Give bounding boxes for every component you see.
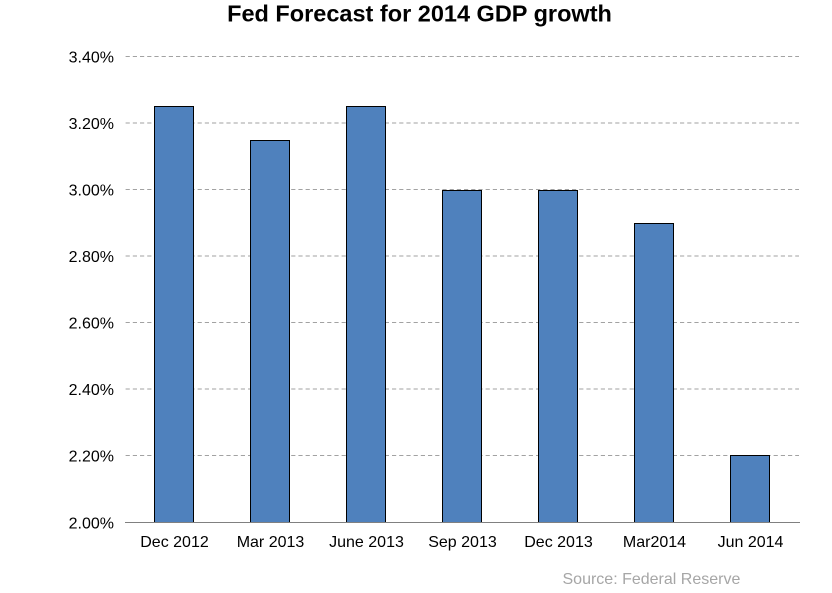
svg-text:Dec 2012: Dec 2012 [140,534,209,551]
svg-text:Mar 2013: Mar 2013 [237,534,305,551]
svg-text:3.20%: 3.20% [69,116,114,133]
svg-text:2.60%: 2.60% [69,316,114,333]
svg-text:Sep 2013: Sep 2013 [428,534,497,551]
svg-text:Fed Forecast for 2014 GDP grow: Fed Forecast for 2014 GDP growth [227,1,612,27]
svg-text:3.40%: 3.40% [69,50,114,67]
svg-text:June 2013: June 2013 [329,534,404,551]
svg-text:Jun 2014: Jun 2014 [718,534,784,551]
svg-text:Dec 2013: Dec 2013 [524,534,593,551]
svg-text:3.00%: 3.00% [69,183,114,200]
svg-text:2.40%: 2.40% [69,382,114,399]
svg-text:Mar2014: Mar2014 [623,534,686,551]
svg-text:2.80%: 2.80% [69,249,114,266]
svg-text:2.20%: 2.20% [69,449,114,466]
svg-text:Source: Federal Reserve: Source: Federal Reserve [563,571,741,588]
svg-text:2.00%: 2.00% [69,516,114,533]
